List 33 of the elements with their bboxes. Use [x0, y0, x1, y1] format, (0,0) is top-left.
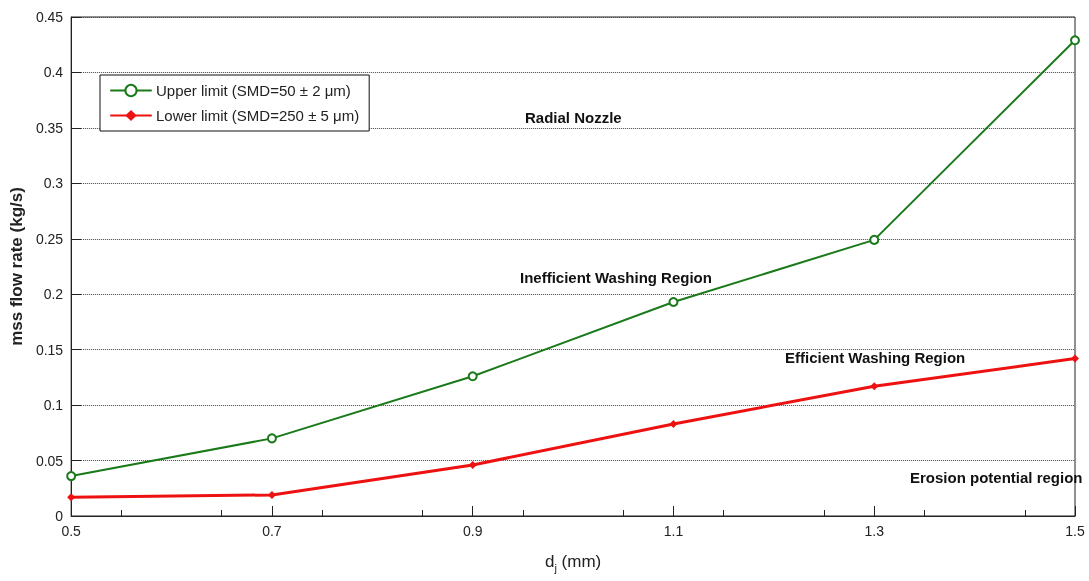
x-tick-label: 0.5	[61, 523, 82, 539]
x-tick-label: 1.3	[864, 523, 885, 539]
point	[467, 371, 478, 382]
point	[870, 382, 879, 391]
x-tick-label: 1.1	[663, 523, 684, 539]
x-tick-label: 0.7	[262, 523, 282, 539]
point	[869, 234, 880, 245]
annotation: Radial Nozzle	[525, 109, 622, 126]
point	[669, 419, 678, 428]
y-tick-label: 0.2	[43, 286, 64, 303]
x-tick-label: 0.9	[462, 523, 483, 539]
y-tick-label: 0.35	[35, 119, 64, 136]
annotation: Efficient Washing Region	[785, 349, 966, 366]
y-axis-title: mss flow rate (kg/s)	[7, 187, 26, 346]
y-tick-label: 0.4	[43, 64, 64, 81]
y-tick-label: 0.25	[35, 230, 64, 247]
point	[668, 296, 679, 307]
point	[468, 460, 477, 469]
y-tick-label: 0.05	[35, 452, 64, 469]
y-tick-label: 0.1	[43, 397, 64, 414]
y-tick-label: 0.45	[35, 9, 64, 25]
y-tick-label: 0.15	[35, 341, 64, 358]
y-tick-label: 0.3	[43, 175, 64, 192]
y-tick-label: 0	[55, 508, 64, 524]
point	[66, 471, 77, 482]
point	[1071, 354, 1079, 363]
legend-label: Upper limit (SMD=50 ± 2 μm)	[156, 82, 351, 99]
point	[266, 433, 277, 444]
annotation: Inefficient Washing Region	[520, 269, 712, 286]
annotation: Erosion potential region	[910, 469, 1083, 486]
x-tick-label: 1.5	[1065, 523, 1085, 539]
legend-label: Lower limit (SMD=250 ± 5 μm)	[156, 107, 360, 124]
point	[1070, 35, 1080, 46]
